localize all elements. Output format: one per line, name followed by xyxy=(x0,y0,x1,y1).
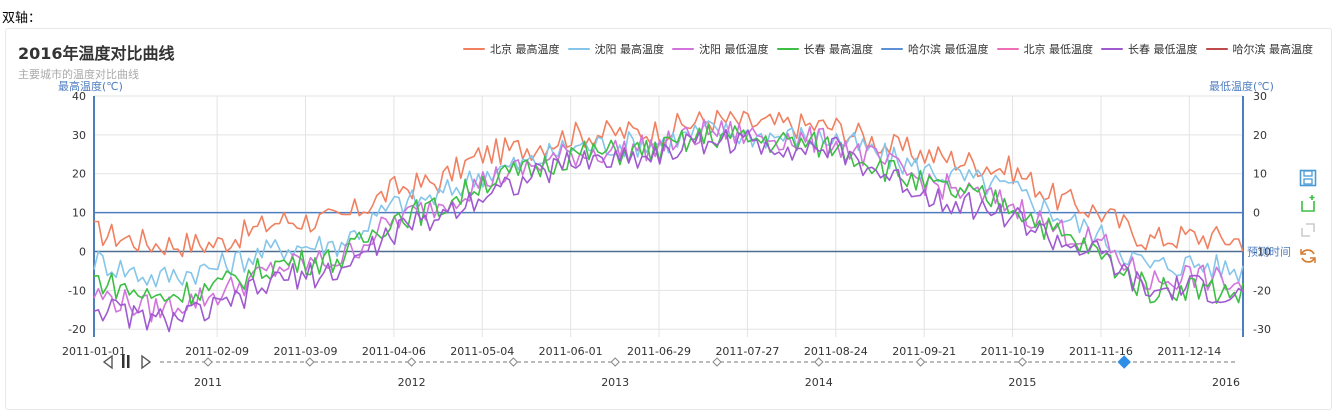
toolbox xyxy=(1298,168,1320,272)
timeline-marker[interactable] xyxy=(610,357,620,367)
data-zoom-icon[interactable] xyxy=(1298,194,1318,214)
timeline-marker[interactable] xyxy=(305,357,315,367)
restore-icon[interactable] xyxy=(1298,246,1318,266)
legend-label: 哈尔滨 最高温度 xyxy=(1232,43,1314,56)
x-tick-label: 2011-02-09 xyxy=(185,345,249,358)
save-as-image-icon[interactable] xyxy=(1298,168,1318,188)
y-right-axis-label: 最低温度(℃) xyxy=(1209,79,1274,93)
x-tick-label: 2011-04-06 xyxy=(362,345,426,358)
series-line-0 xyxy=(94,109,1244,258)
x-tick-label: 2011-03-09 xyxy=(274,345,338,358)
legend-swatch xyxy=(463,48,485,50)
y-left-tick-label: -20 xyxy=(68,323,86,336)
legend-item[interactable]: 长春 最高温度 xyxy=(776,40,874,58)
legend-label: 北京 最高温度 xyxy=(490,43,560,56)
timeline-marker[interactable] xyxy=(1017,357,1028,367)
x-tick-label: 2011-05-04 xyxy=(450,345,514,358)
timeline-current-marker[interactable] xyxy=(1117,355,1131,369)
legend-label: 沈阳 最高温度 xyxy=(594,43,665,56)
y-left-tick-label: 40 xyxy=(72,90,86,103)
timeline-year-label: 2012 xyxy=(398,376,426,389)
y-right-tick-label: -20 xyxy=(1253,284,1271,297)
legend-item[interactable]: 沈阳 最低温度 xyxy=(672,40,769,58)
legend-swatch xyxy=(1205,48,1228,50)
timeline-marker[interactable] xyxy=(814,357,824,367)
legend-item[interactable]: 沈阳 最高温度 xyxy=(567,40,665,58)
timeline-marker[interactable] xyxy=(203,357,213,367)
timeline-prev-icon[interactable] xyxy=(102,354,113,370)
timeline-play-icon-bar[interactable] xyxy=(122,355,125,368)
legend-item[interactable]: 哈尔滨 最高温度 xyxy=(1205,40,1314,58)
x-axis-label: 预测时间 xyxy=(1247,245,1291,258)
x-tick-label: 2011-08-24 xyxy=(804,345,868,358)
legend-item[interactable]: 北京 最高温度 xyxy=(463,40,560,58)
timeline-year-label: 2013 xyxy=(601,376,629,389)
x-tick-label: 2011-11-16 xyxy=(1069,345,1133,358)
y-right-tick-label: -10 xyxy=(1253,245,1271,258)
timeline-marker[interactable] xyxy=(915,357,926,367)
x-tick-label: 2011-07-27 xyxy=(715,345,779,358)
chart-title: 2016年温度对比曲线 xyxy=(18,44,175,63)
timeline-marker[interactable] xyxy=(406,357,417,367)
legend-item[interactable]: 长春 最低温度 xyxy=(1101,40,1198,58)
legend-swatch xyxy=(1101,48,1123,50)
series-line-3 xyxy=(93,123,1244,306)
timeline-year-label: 2011 xyxy=(194,376,222,389)
chart-subtitle: 主要城市的温度对比曲线 xyxy=(18,68,139,81)
legend-label: 哈尔滨 最低温度 xyxy=(908,43,989,56)
legend-swatch xyxy=(567,48,590,50)
y-right-tick-label: -30 xyxy=(1253,323,1271,336)
legend-swatch xyxy=(776,48,799,50)
y-left-tick-label: 0 xyxy=(79,245,86,258)
series-line-1 xyxy=(93,120,1244,288)
timeline-year-label: 2014 xyxy=(805,376,833,389)
y-right-tick-label: 10 xyxy=(1253,168,1267,181)
zoom-reset-icon[interactable] xyxy=(1298,220,1318,240)
y-left-tick-label: -10 xyxy=(68,284,86,297)
timeline-marker[interactable] xyxy=(712,357,722,367)
x-tick-label: 2011-06-29 xyxy=(627,345,691,358)
y-right-tick-label: 0 xyxy=(1253,207,1260,220)
timeline-year-label: 2015 xyxy=(1008,376,1036,389)
legend-swatch xyxy=(672,48,694,50)
legend-item[interactable]: 哈尔滨 最低温度 xyxy=(881,40,989,58)
legend-swatch xyxy=(881,48,903,50)
legend-item[interactable]: 北京 最低温度 xyxy=(996,40,1094,58)
y-right-tick-label: 30 xyxy=(1253,90,1267,103)
timeline-year-label: 2016 xyxy=(1212,376,1240,389)
legend-label: 长春 最高温度 xyxy=(803,43,874,56)
timeline-marker[interactable] xyxy=(508,357,519,367)
chart-legend: 北京 最高温度 沈阳 最高温度 沈阳 最低温度 长春 最高温度 哈尔滨 最低温度 北京 最… xyxy=(455,40,1313,58)
x-tick-label: 2011-06-01 xyxy=(539,345,603,358)
timeline-play-icon-bar[interactable] xyxy=(127,355,130,368)
x-tick-label: 2011-09-21 xyxy=(892,345,956,358)
legend-label: 沈阳 最低温度 xyxy=(699,43,769,56)
legend-swatch xyxy=(996,48,1019,50)
y-left-axis-label: 最高温度(℃) xyxy=(58,79,123,93)
x-tick-label: 2011-12-14 xyxy=(1157,345,1221,358)
y-left-tick-label: 20 xyxy=(72,168,86,181)
page-caption: 双轴： xyxy=(2,11,42,26)
legend-label: 长春 最低温度 xyxy=(1128,43,1198,56)
y-right-tick-label: 20 xyxy=(1253,129,1267,142)
timeline-next-icon[interactable] xyxy=(141,354,152,370)
x-tick-label: 2011-10-19 xyxy=(981,345,1045,358)
chart-panel xyxy=(5,28,1332,410)
legend-label: 北京 最低温度 xyxy=(1023,43,1094,56)
x-tick-label: 2011-01-01 xyxy=(62,345,126,358)
series-line-6 xyxy=(93,128,1244,333)
y-left-tick-label: 10 xyxy=(72,207,86,220)
y-left-tick-label: 30 xyxy=(72,129,86,142)
